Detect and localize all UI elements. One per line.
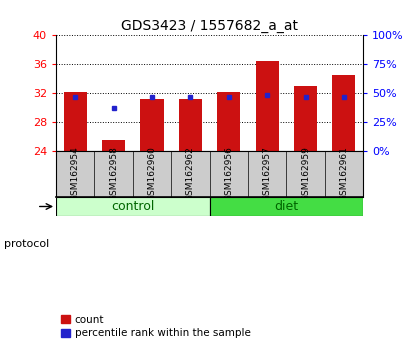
Text: GSM162961: GSM162961 [339,147,349,201]
Bar [217,92,240,151]
Text: GSM162959: GSM162959 [301,147,310,201]
Text: protocol: protocol [4,239,49,249]
Text: GSM162957: GSM162957 [263,147,272,201]
Bar [179,99,202,151]
Bar [256,61,279,151]
Bar [56,197,210,216]
Title: GDS3423 / 1557682_a_at: GDS3423 / 1557682_a_at [121,19,298,33]
Text: control: control [111,200,154,213]
Text: GSM162958: GSM162958 [109,147,118,201]
Text: diet: diet [274,200,298,213]
Text: GSM162960: GSM162960 [147,147,156,201]
Text: GSM162956: GSM162956 [224,147,233,201]
Bar [64,92,87,151]
Text: GSM162962: GSM162962 [186,147,195,201]
Legend: count, percentile rank within the sample: count, percentile rank within the sample [61,315,251,338]
Bar [140,99,164,151]
Bar [294,86,317,151]
Text: GSM162954: GSM162954 [71,147,80,201]
Bar [332,75,355,151]
Bar [210,197,363,216]
Bar [102,140,125,151]
